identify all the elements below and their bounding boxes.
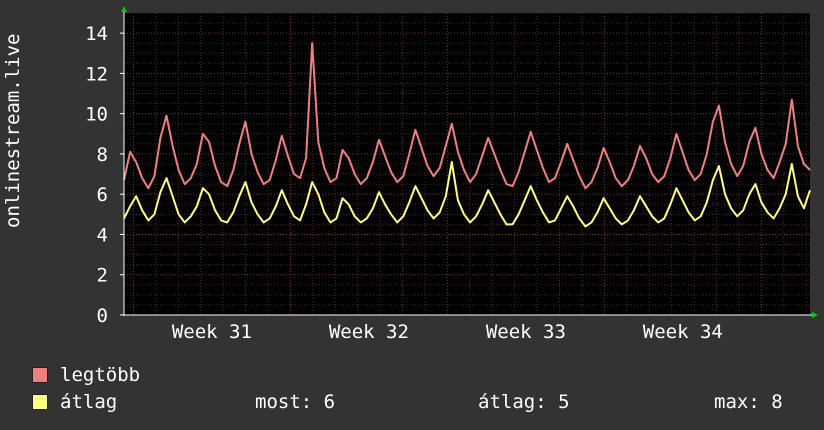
stat-maximum: max: 8 — [714, 391, 783, 413]
y-tick-label: 2 — [97, 265, 108, 287]
series-line-avg — [123, 161, 811, 228]
legend-label-max: legtöbb — [60, 364, 141, 386]
x-ticks: Week 31 Week 32 Week 33 Week 34 — [172, 321, 723, 343]
x-tick-label: Week 32 — [329, 321, 409, 343]
y-axis-label: onlinestream.live — [2, 33, 24, 228]
y-tick-label: 6 — [97, 184, 108, 206]
series-line-max — [123, 42, 811, 190]
stat-average: átlag: 5 — [478, 391, 570, 413]
legend-item-max: legtöbb — [32, 364, 140, 386]
y-tick-label: 12 — [85, 63, 108, 85]
y-tick-label: 0 — [97, 305, 108, 327]
x-tick-label: Week 31 — [172, 321, 252, 343]
legend-label-avg: átlag — [60, 391, 118, 413]
series-lines — [123, 42, 811, 228]
x-tick-label: Week 33 — [486, 321, 566, 343]
x-axis-arrow — [812, 312, 818, 318]
legend-item-avg: átlag — [32, 391, 117, 413]
y-tick-label: 8 — [97, 144, 108, 166]
grid — [124, 12, 810, 316]
x-tick-label: Week 34 — [643, 321, 723, 343]
y-ticks: 0 2 4 6 8 10 12 14 — [85, 23, 124, 327]
chart-svg: 0 2 4 6 8 10 12 14 Week 31 Week 32 Week 33 Week 34 — [85, 6, 818, 343]
legend-swatch-avg — [32, 394, 48, 410]
y-tick-label: 10 — [85, 104, 108, 126]
legend-swatch-max — [32, 367, 48, 383]
y-axis-arrow — [121, 6, 127, 12]
stat-current: most: 6 — [255, 391, 336, 413]
y-tick-label: 14 — [85, 23, 108, 45]
y-tick-label: 4 — [97, 224, 108, 246]
